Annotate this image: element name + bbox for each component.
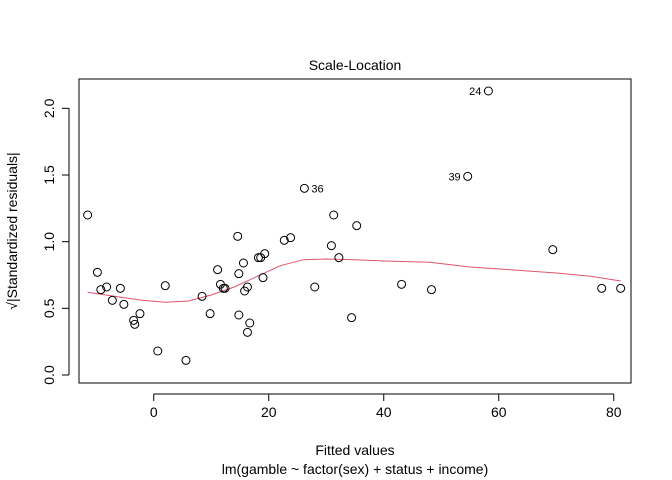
data-point xyxy=(326,241,336,251)
data-point xyxy=(242,282,252,292)
plot-frame xyxy=(78,78,632,384)
x-axis-label: Fitted values xyxy=(315,442,394,458)
data-point xyxy=(426,285,436,295)
data-point xyxy=(483,86,493,96)
data-point xyxy=(286,233,296,243)
data-point xyxy=(197,291,207,301)
chart-subtitle: lm(gamble ~ factor(sex) + status + incom… xyxy=(222,461,489,477)
x-tick-label: 40 xyxy=(376,404,392,420)
data-point xyxy=(130,319,140,329)
data-point xyxy=(597,283,607,293)
x-tick-label: 80 xyxy=(606,404,622,420)
data-point xyxy=(548,245,558,255)
data-point xyxy=(242,327,252,337)
chart-title: Scale-Location xyxy=(309,57,402,73)
data-point xyxy=(205,309,215,319)
data-point xyxy=(279,235,289,245)
data-point xyxy=(329,210,339,220)
data-point xyxy=(463,171,473,181)
data-point xyxy=(397,279,407,289)
data-point xyxy=(245,318,255,328)
data-point xyxy=(220,283,230,293)
y-tick-label: 0.0 xyxy=(41,365,57,385)
data-point xyxy=(253,253,263,263)
y-tick-label: 1.0 xyxy=(41,232,57,252)
point-label: 24 xyxy=(469,86,481,98)
data-point xyxy=(160,281,170,291)
data-point xyxy=(310,282,320,292)
data-point xyxy=(233,231,243,241)
data-point xyxy=(234,269,244,279)
data-point xyxy=(96,285,106,295)
data-point xyxy=(115,283,125,293)
data-point xyxy=(153,346,163,356)
data-point xyxy=(260,249,270,259)
y-axis-label: √|Standardized residuals| xyxy=(4,152,20,309)
data-point xyxy=(129,315,139,325)
data-point xyxy=(119,299,129,309)
data-point xyxy=(234,310,244,320)
x-tick-label: 20 xyxy=(261,404,277,420)
data-points xyxy=(83,86,626,365)
data-point xyxy=(181,355,191,365)
data-point xyxy=(83,210,93,220)
point-label: 36 xyxy=(311,183,323,195)
data-point xyxy=(135,309,145,319)
y-tick-label: 2.0 xyxy=(41,98,57,118)
data-point xyxy=(299,183,309,193)
point-label: 39 xyxy=(448,171,460,183)
data-point xyxy=(102,282,112,292)
smooth-line xyxy=(87,258,621,303)
y-axis: 0.0 0.5 1.0 1.5 2.0 xyxy=(41,98,70,385)
x-axis: 0 20 40 60 80 xyxy=(150,393,622,420)
y-tick-label: 0.5 xyxy=(41,298,57,318)
data-point xyxy=(616,283,626,293)
data-point xyxy=(107,295,117,305)
point-labels: 24 39 36 xyxy=(311,86,481,195)
x-tick-label: 60 xyxy=(491,404,507,420)
data-point xyxy=(334,253,344,263)
data-point xyxy=(352,221,362,231)
data-point xyxy=(258,273,268,283)
x-tick-label: 0 xyxy=(150,404,158,420)
data-point xyxy=(238,258,248,268)
data-point xyxy=(347,313,357,323)
data-point xyxy=(213,265,223,275)
data-point xyxy=(92,267,102,277)
y-tick-label: 1.5 xyxy=(41,165,57,185)
